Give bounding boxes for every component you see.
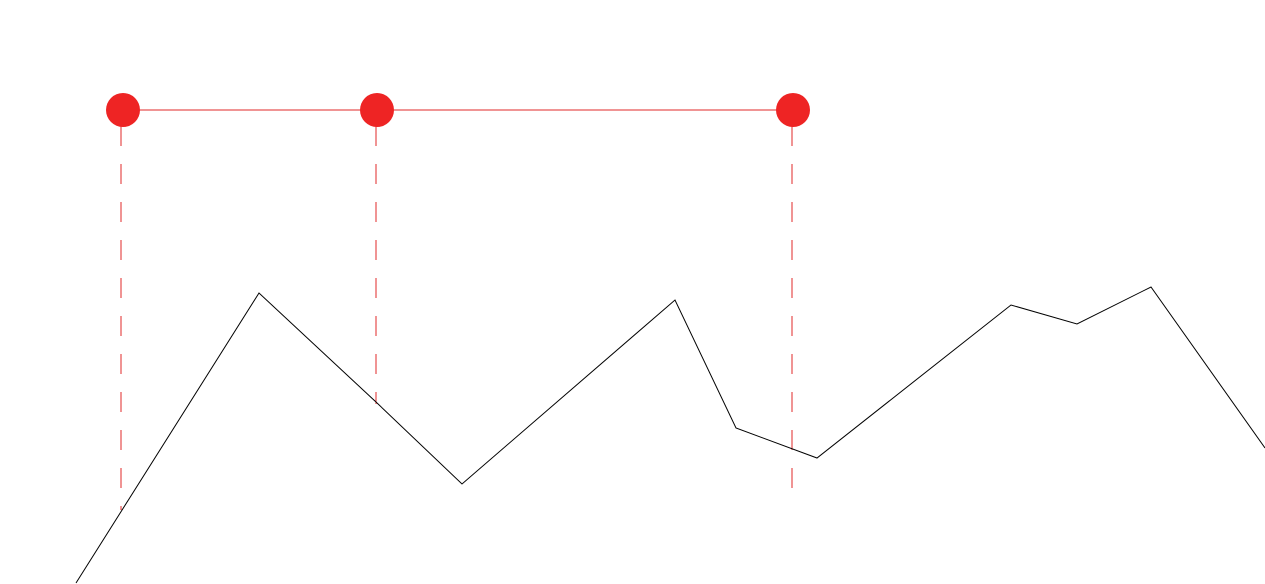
marker-dot-1 — [106, 93, 140, 127]
profile-line-group — [75, 286, 1265, 584]
dashed-guide-lines — [120, 126, 793, 510]
marker-dot-3 — [776, 93, 810, 127]
marker-group — [106, 93, 810, 127]
marker-dot-2 — [360, 93, 394, 127]
profile-line — [75, 286, 1265, 584]
